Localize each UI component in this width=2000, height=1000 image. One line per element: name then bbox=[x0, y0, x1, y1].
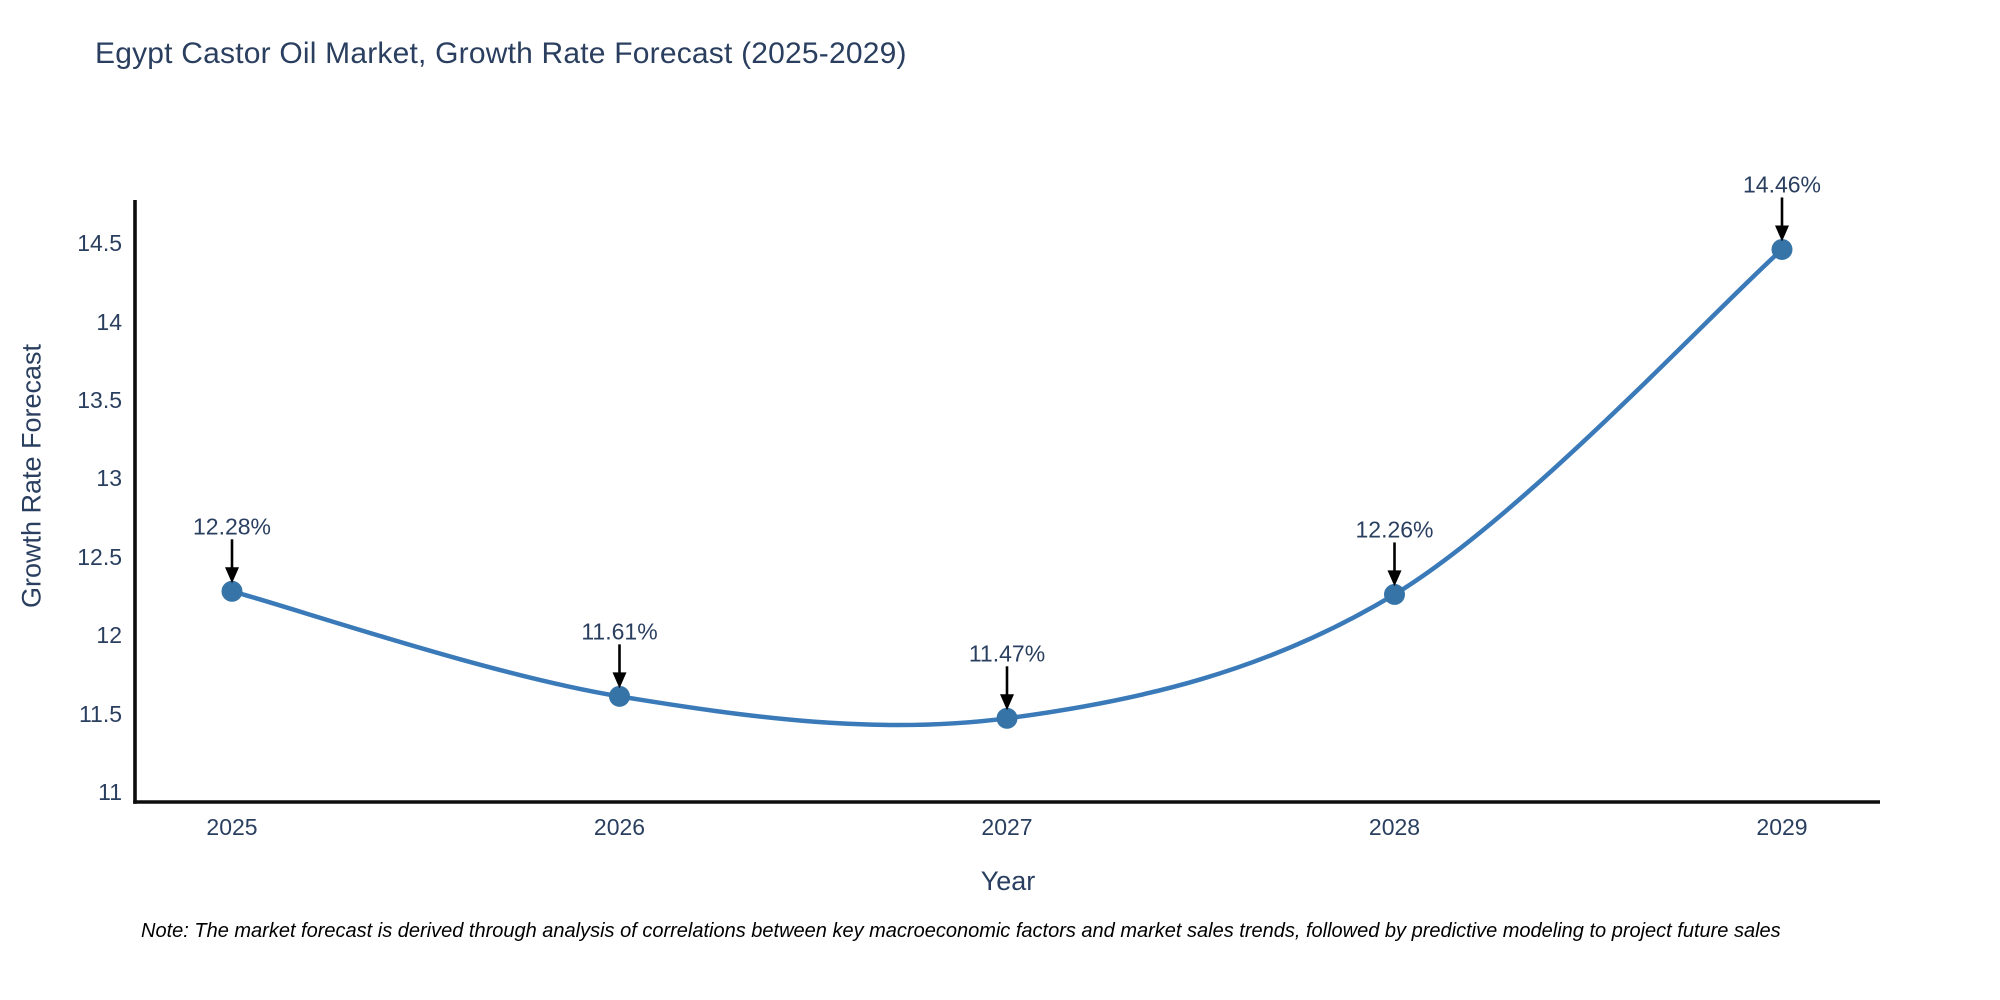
chart-title: Egypt Castor Oil Market, Growth Rate For… bbox=[95, 37, 907, 70]
data-point-marker[interactable] bbox=[609, 685, 630, 707]
y-tick-label: 11 bbox=[98, 779, 122, 805]
x-tick-label: 2027 bbox=[981, 814, 1033, 840]
y-tick-label: 11.5 bbox=[78, 700, 122, 727]
y-tick-label: 13 bbox=[96, 465, 122, 492]
footnote: Note: The market forecast is derived thr… bbox=[141, 920, 1781, 942]
x-tick-label: 2028 bbox=[1368, 814, 1421, 840]
annotation-arrowhead-icon bbox=[1775, 225, 1789, 242]
data-point-marker[interactable] bbox=[221, 580, 243, 602]
x-tick-label: 2025 bbox=[206, 814, 258, 840]
data-point-marker[interactable] bbox=[1771, 238, 1793, 260]
annotation-arrowhead-icon bbox=[612, 672, 627, 689]
y-tick-label: 12.5 bbox=[77, 543, 122, 570]
y-tick-label: 12 bbox=[96, 622, 122, 649]
x-axis-title: Year bbox=[980, 866, 1036, 896]
annotation-arrowhead-icon bbox=[1000, 694, 1014, 711]
annotation-label: 11.61% bbox=[581, 618, 658, 645]
x-tick-label: 2029 bbox=[1756, 814, 1808, 840]
annotation-label: 11.47% bbox=[968, 640, 1046, 667]
y-tick-label: 13.5 bbox=[77, 387, 122, 413]
data-point-marker[interactable] bbox=[996, 707, 1018, 729]
annotation-arrowhead-icon bbox=[225, 567, 239, 584]
annotation-label: 12.26% bbox=[1355, 516, 1434, 543]
annotation-arrowhead-icon bbox=[1387, 570, 1402, 587]
data-point-marker[interactable] bbox=[1384, 583, 1405, 605]
y-tick-label: 14.5 bbox=[77, 230, 122, 257]
x-tick-label: 2026 bbox=[593, 814, 646, 840]
annotation-label: 14.46% bbox=[1742, 171, 1822, 198]
y-tick-label: 14 bbox=[96, 308, 122, 335]
annotation-label: 12.28% bbox=[192, 513, 272, 540]
